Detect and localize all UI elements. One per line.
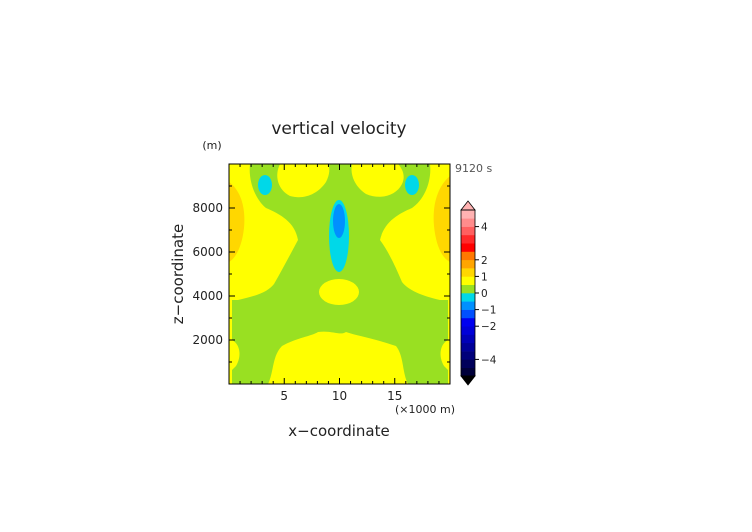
colorbar-bottom-arrow (460, 375, 476, 386)
colorbar-swatch (461, 268, 475, 277)
colorbar-tick-label: 1 (481, 271, 488, 283)
x-axis-label: x−coordinate (288, 422, 389, 440)
colorbar-swatch (461, 259, 475, 269)
colorbar-tick-label: −4 (481, 354, 497, 366)
colorbar-swatch (461, 226, 475, 236)
y-axis-label: z−coordinate (169, 224, 187, 324)
colorbar-swatch (461, 293, 475, 302)
cyan-spot-left (258, 175, 272, 195)
orange-right-edge (433, 176, 450, 262)
colorbar-swatch (461, 301, 475, 310)
upper-green-band (232, 164, 448, 384)
colorbar-swatch (461, 309, 475, 319)
colorbar-swatch (461, 243, 475, 252)
upper-yellow-right (351, 164, 404, 197)
colorbar-swatch (461, 351, 475, 360)
colorbar-swatch (461, 334, 475, 344)
yellow-bubble-center (319, 279, 359, 305)
colorbar-swatch (461, 326, 475, 335)
colorbar-swatch (461, 342, 475, 352)
colorbar-swatch (461, 284, 475, 294)
y-tick-label: 6000 (192, 245, 223, 259)
orange-left-edge (229, 182, 245, 262)
y-unit-label: (m) (202, 139, 221, 152)
y-tick-label: 2000 (192, 333, 223, 347)
x-tick-label: 15 (387, 389, 402, 403)
lower-yellow-right-edge (440, 340, 448, 370)
colorbar-tick-label: −1 (481, 305, 496, 317)
colorbar-tick-label: 2 (481, 255, 488, 267)
plot-area (229, 164, 450, 384)
colorbar-swatch (461, 251, 475, 261)
colorbar-swatch (461, 317, 475, 327)
colorbar-swatch (461, 210, 475, 219)
y-tick-label: 4000 (192, 289, 223, 303)
colorbar-swatch (461, 359, 475, 368)
colorbar: 4 2 1 0 −1 −2 −4 (460, 200, 497, 386)
blue-core-center (333, 204, 345, 238)
y-tick-label: 8000 (192, 201, 223, 215)
colorbar-swatch (461, 276, 475, 285)
time-label: 9120 s (455, 162, 492, 175)
colorbar-tick-label: 0 (481, 288, 488, 300)
x-tick-label: 5 (280, 389, 288, 403)
chart-title: vertical velocity (271, 119, 406, 139)
axis-ticks: 5 10 15 2000 4000 6000 8000 (192, 164, 450, 403)
cyan-spot-right (405, 175, 419, 195)
x-tick-label: 10 (332, 389, 347, 403)
lower-yellow-center (300, 342, 380, 384)
colorbar-swatch (461, 234, 475, 244)
colorbar-tick-label: −2 (481, 321, 496, 333)
colorbar-swatch (461, 367, 475, 377)
x-unit-label: (×1000 m) (395, 403, 455, 416)
colorbar-tick-label: 4 (481, 222, 488, 234)
colorbar-top-arrow (460, 200, 476, 211)
upper-yellow-left (277, 164, 330, 198)
colorbar-swatch (461, 218, 475, 227)
lower-yellow-left-edge (232, 340, 240, 370)
